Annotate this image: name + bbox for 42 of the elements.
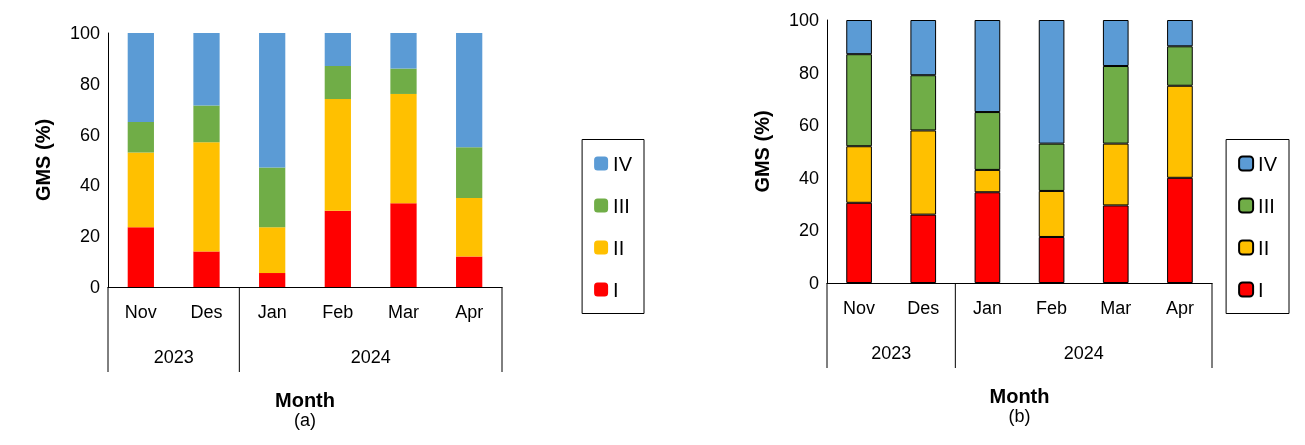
text: 2023 — [871, 343, 912, 363]
x-tick-label: Des — [190, 302, 223, 322]
legend-label: I — [1258, 278, 1264, 301]
y-tick-label: 100 — [69, 23, 100, 43]
text: 2024 — [350, 347, 391, 367]
x-tick-label: Jan — [972, 298, 1002, 318]
text: 2023 — [153, 347, 194, 367]
x-tick-label: Mar — [388, 302, 419, 322]
y-tick-label: 20 — [79, 226, 100, 247]
legend-label: I — [613, 278, 619, 301]
text: (b) — [1008, 406, 1031, 426]
y-tick-label: 40 — [79, 175, 100, 196]
text: 2024 — [1063, 343, 1104, 363]
legend-label: II — [613, 236, 625, 259]
x-tick-label: Apr — [455, 302, 484, 322]
x-axis-title: Month — [989, 385, 1050, 407]
x-tick-label: Des — [907, 298, 940, 318]
x-tick-label: Nov — [843, 298, 876, 318]
x-tick-label: Nov — [124, 302, 157, 322]
legend-label: III — [613, 194, 630, 217]
y-tick-label: 0 — [808, 273, 819, 293]
y-tick-label: 0 — [89, 277, 100, 297]
y-axis-title: GMS (%) — [32, 118, 54, 202]
y-tick-label: 100 — [788, 10, 819, 30]
x-tick-label: Jan — [257, 302, 287, 322]
legend-label: IV — [613, 152, 633, 175]
y-tick-label: 80 — [79, 73, 100, 94]
legend-label: IV — [1258, 152, 1278, 175]
y-tick-label: 60 — [798, 115, 819, 136]
y-tick-label: 20 — [798, 220, 819, 241]
y-tick-label: 60 — [79, 124, 100, 145]
x-tick-label: Apr — [1165, 298, 1194, 318]
x-tick-label: Mar — [1100, 298, 1132, 318]
text: (a) — [294, 410, 316, 430]
legend-label: III — [1258, 194, 1275, 217]
y-tick-label: 40 — [798, 167, 819, 188]
x-tick-label: Feb — [322, 302, 354, 322]
x-axis-title: Month — [275, 389, 335, 411]
x-tick-label: Feb — [1036, 298, 1068, 318]
y-axis-title: GMS (%) — [751, 110, 773, 193]
y-tick-label: 80 — [798, 62, 819, 83]
legend-label: II — [1258, 236, 1270, 259]
